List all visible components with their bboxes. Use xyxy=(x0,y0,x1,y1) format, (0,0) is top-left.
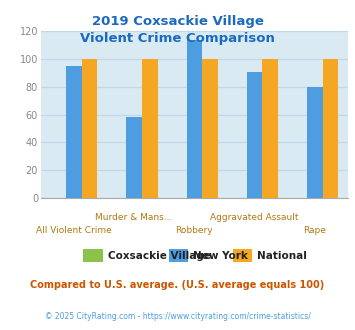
Text: Compared to U.S. average. (U.S. average equals 100): Compared to U.S. average. (U.S. average … xyxy=(31,280,324,290)
Text: Murder & Mans...: Murder & Mans... xyxy=(95,213,173,222)
Bar xyxy=(126,117,142,198)
Bar xyxy=(323,59,338,198)
Bar xyxy=(262,59,278,198)
Bar xyxy=(307,87,323,198)
Text: Rape: Rape xyxy=(303,226,326,235)
Text: Robbery: Robbery xyxy=(176,226,213,235)
Bar xyxy=(247,72,262,198)
Bar xyxy=(202,59,218,198)
Bar xyxy=(66,66,82,198)
Text: New York: New York xyxy=(193,251,248,261)
Text: Coxsackie Village: Coxsackie Village xyxy=(108,251,211,261)
Text: © 2025 CityRating.com - https://www.cityrating.com/crime-statistics/: © 2025 CityRating.com - https://www.city… xyxy=(45,312,310,321)
Text: Aggravated Assault: Aggravated Assault xyxy=(210,213,299,222)
Bar xyxy=(186,40,202,198)
Text: All Violent Crime: All Violent Crime xyxy=(36,226,112,235)
Bar xyxy=(82,59,97,198)
Text: National: National xyxy=(257,251,307,261)
Bar xyxy=(142,59,158,198)
Text: 2019 Coxsackie Village
Violent Crime Comparison: 2019 Coxsackie Village Violent Crime Com… xyxy=(80,15,275,45)
